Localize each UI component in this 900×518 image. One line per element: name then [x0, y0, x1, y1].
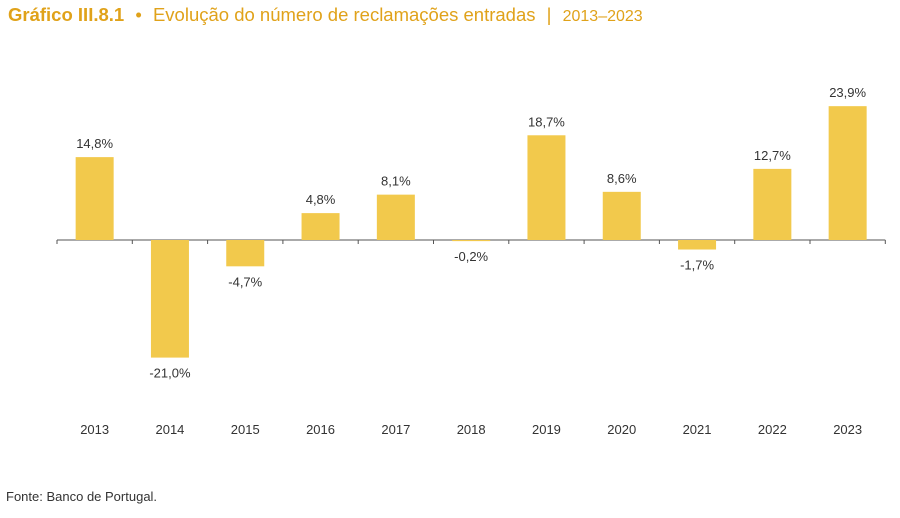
bar-2014: [150, 240, 189, 358]
data-label-2022: 12,7%: [754, 148, 791, 163]
x-tick-label-2013: 2013: [80, 422, 109, 437]
bar-2015: [226, 240, 265, 267]
chart-title-text: Evolução do número de reclamações entrad…: [152, 4, 536, 25]
bar-2023: [828, 106, 867, 240]
bar-chart: 14,8% 2013 -21,0% 2014 -4,7% 2015 4,8% 2016 8,1%…: [56, 85, 886, 437]
title-bullet: •: [135, 4, 142, 25]
data-label-2023: 23,9%: [829, 85, 866, 100]
data-label-2019: 18,7%: [528, 114, 565, 129]
title-separator: |: [546, 4, 552, 25]
bar-2019: [527, 135, 566, 240]
bar-2022: [753, 168, 792, 240]
x-tick-label-2021: 2021: [683, 422, 712, 437]
x-tick-label-2022: 2022: [758, 422, 787, 437]
bar-2013: [75, 157, 114, 240]
data-label-2014: -21,0%: [149, 366, 191, 381]
x-tick-label-2023: 2023: [833, 422, 862, 437]
data-label-2018: -0,2%: [454, 249, 488, 264]
x-tick-label-2016: 2016: [306, 422, 335, 437]
source-note: Fonte: Banco de Portugal.: [6, 489, 158, 504]
chart-period: 2013–2023: [562, 8, 643, 25]
data-label-2021: -1,7%: [680, 258, 714, 273]
bar-2021: [678, 240, 717, 250]
x-tick-label-2018: 2018: [457, 422, 486, 437]
chart-title: Gráfico III.8.1 • Evolução do número de …: [8, 4, 643, 26]
data-label-2017: 8,1%: [381, 174, 411, 189]
bar-2018: [452, 240, 491, 242]
x-tick-label-2020: 2020: [607, 422, 636, 437]
x-tick-label-2015: 2015: [231, 422, 260, 437]
x-tick-label-2014: 2014: [155, 422, 184, 437]
chart-number: Gráfico III.8.1: [8, 4, 125, 25]
data-label-2020: 8,6%: [607, 171, 637, 186]
data-label-2015: -4,7%: [228, 274, 262, 289]
x-tick-label-2019: 2019: [532, 422, 561, 437]
data-label-2016: 4,8%: [306, 192, 336, 207]
bar-2017: [376, 194, 415, 240]
x-tick-label-2017: 2017: [381, 422, 410, 437]
data-label-2013: 14,8%: [76, 136, 113, 151]
bar-2016: [301, 213, 340, 240]
bar-2020: [602, 191, 641, 240]
